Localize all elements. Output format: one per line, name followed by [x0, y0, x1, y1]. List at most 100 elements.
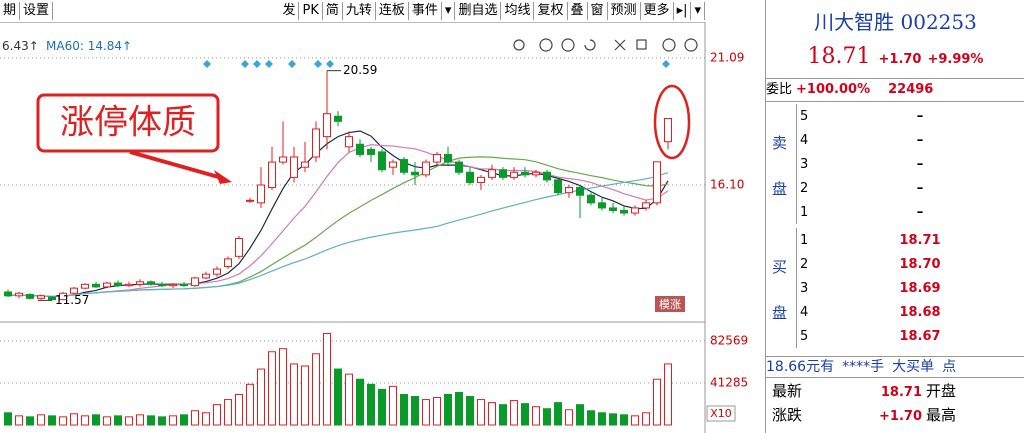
toolbar-button[interactable]: ▾ [691, 2, 705, 20]
info-value: +1.70 [879, 409, 922, 424]
volume-bar [554, 402, 562, 426]
volume-bar [202, 412, 210, 426]
toolbar-button[interactable]: 九转 [343, 2, 376, 20]
volume-bar [400, 393, 408, 426]
tag-box [655, 296, 685, 312]
toolbar: 期设置发 PK 简九转 连板 事件 ▾ 删自选 均线 复权叠窗预测 更多 ▸| ▾ [0, 0, 705, 23]
side-border [796, 104, 797, 224]
candle-body [312, 128, 320, 158]
candle-body [59, 292, 67, 301]
toolbar-button[interactable]: 复权 [534, 2, 568, 20]
candle-body [334, 115, 342, 122]
toolbar-button[interactable]: 叠 [568, 2, 588, 20]
volume-bar [378, 388, 386, 426]
toolbar-button[interactable]: ▾ [442, 2, 456, 20]
volume-bar [543, 408, 551, 426]
candle-body [400, 159, 408, 173]
candle-body [642, 202, 650, 209]
book-level: 4 [800, 305, 809, 320]
volume-bar [114, 415, 122, 426]
volume-bar [70, 413, 78, 426]
candle-body [653, 161, 661, 204]
candle-body [631, 207, 639, 214]
candle-body [70, 287, 78, 294]
candle-body [466, 171, 474, 183]
volume-bar [367, 383, 375, 426]
volume-bar [565, 409, 573, 426]
volume-bar [642, 412, 650, 426]
candle-body [521, 171, 529, 176]
volume-bar [92, 414, 100, 426]
info-label: 最高 [926, 406, 957, 424]
volume-bar [631, 415, 639, 426]
volume-tick-label: 41285 [710, 376, 748, 390]
stock-code: 002253 [900, 10, 977, 34]
book-row: 1– [800, 202, 1020, 224]
candle-body [158, 283, 166, 287]
highlight-circle [653, 84, 691, 160]
ratio-volume: 22496 [888, 82, 934, 97]
book-price: – [916, 181, 924, 196]
candle-body [15, 292, 23, 297]
candle-body [48, 296, 56, 301]
candle-body [488, 169, 496, 178]
volume-bar [224, 399, 232, 426]
ratio: +100.00% [796, 82, 871, 97]
toolbar-button[interactable]: ▸| [674, 2, 692, 20]
volume-bar [268, 351, 276, 426]
toolbar-button[interactable]: 简 [323, 2, 343, 20]
candle-body [367, 148, 375, 155]
candle-body [378, 151, 386, 171]
toolbar-button[interactable]: 删自选 [455, 2, 502, 20]
toolbar-button[interactable]: 发 [279, 2, 300, 20]
candle-body [169, 283, 177, 287]
volume-unit: X10 [710, 407, 732, 420]
candle-body [433, 153, 441, 163]
price: 18.71 [807, 44, 871, 69]
side-label: 买 [772, 258, 788, 276]
book-row: 4– [800, 130, 1020, 152]
toolbar-button[interactable]: 事件 [409, 2, 442, 20]
low-label: 11.57 [55, 293, 89, 307]
toolbar-button[interactable]: 期 [0, 2, 21, 20]
annotation-box [36, 93, 220, 153]
toolbar-button[interactable]: 更多 [641, 2, 674, 20]
volume-bar [587, 410, 595, 426]
event-markers [203, 60, 670, 68]
toolbar-button[interactable]: 均线 [501, 2, 535, 20]
candle-body [290, 156, 298, 178]
candle-body [576, 187, 584, 196]
volume-bar [466, 396, 474, 426]
volume-bar [4, 412, 12, 426]
quote-panel: 川大智胜 002253 18.71 +1.70 +9.99% 委比 +100.00% 224… [765, 0, 1024, 433]
book-level: 1 [800, 205, 809, 220]
book-row: 1 18.71 [800, 230, 1020, 252]
high-label: 20.59 [343, 63, 377, 77]
book-price: 18.71 [899, 233, 941, 248]
toolbar-button[interactable]: 连板 [376, 2, 409, 20]
book-level: 5 [800, 329, 809, 344]
volume-bar [609, 413, 617, 426]
book-price: – [916, 157, 924, 172]
book-row: 3 18.69 [800, 278, 1020, 300]
candle-body [455, 161, 463, 173]
candle-body [235, 237, 243, 257]
toolbar-button[interactable]: 预测 [608, 2, 641, 20]
toolbar-button[interactable]: 设置 [20, 2, 54, 20]
toolbar-button[interactable]: PK [299, 2, 323, 20]
book-price: – [916, 205, 924, 220]
info-row: 最新 18.71 开盘 [772, 380, 1024, 404]
candle-body [356, 143, 364, 155]
annotation: 涨停体质 [60, 103, 196, 143]
volume-tick-label: 82569 [710, 334, 748, 348]
volume-bar [158, 416, 166, 426]
book-level: 3 [800, 157, 809, 172]
annotation-arrowhead [214, 170, 232, 184]
toolbar-button[interactable]: 窗 [588, 2, 608, 20]
volume-bar [389, 385, 397, 426]
book-level: 4 [800, 133, 809, 148]
book-row: 3– [800, 154, 1020, 176]
candle-body [92, 283, 100, 288]
side-label: 盘 [772, 304, 788, 322]
y-tick-label: 21.09 [710, 50, 744, 64]
